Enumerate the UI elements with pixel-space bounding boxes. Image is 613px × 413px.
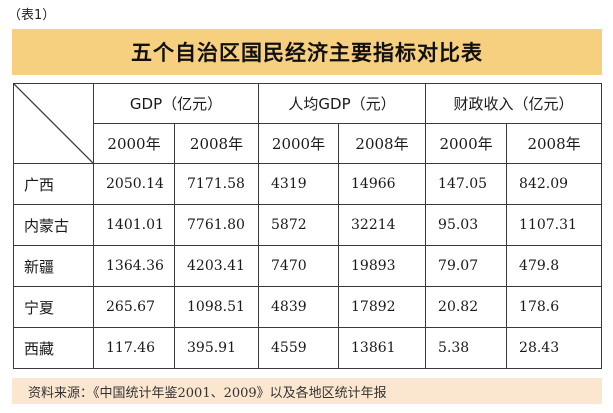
region-name: 内蒙古	[13, 204, 94, 246]
table-cell: 7761.80	[173, 204, 260, 246]
table-cell: 147.05	[425, 163, 508, 205]
table-cell: 117.46	[93, 327, 175, 369]
table-cell: 28.43	[506, 327, 603, 369]
table-row: 内蒙古 1401.01 7761.80 5872 32214 95.03 110…	[13, 204, 603, 246]
corner-diagonal-line	[14, 84, 93, 163]
table-cell: 32214	[338, 204, 427, 246]
table-cell: 79.07	[425, 245, 508, 287]
table-title-bar: 五个自治区国民经济主要指标对比表	[12, 29, 602, 75]
table-cell: 20.82	[425, 286, 508, 328]
group-header-fiscal-revenue: 财政收入（亿元）	[425, 83, 603, 124]
table-cell: 1107.31	[506, 204, 603, 246]
year-header: 2008年	[506, 123, 603, 164]
header-row-groups: GDP（亿元） 人均GDP（元） 财政收入（亿元）	[13, 83, 603, 164]
year-header: 2000年	[425, 123, 508, 164]
year-header: 2000年	[93, 123, 175, 164]
table-cell: 17892	[338, 286, 427, 328]
table-row: 广西 2050.14 7171.58 4319 14966 147.05 842…	[13, 163, 603, 205]
region-name: 广西	[13, 163, 94, 205]
region-name: 新疆	[13, 245, 94, 287]
table-row: 新疆 1364.36 4203.41 7470 19893 79.07 479.…	[13, 245, 603, 287]
table-cell: 265.67	[93, 286, 175, 328]
data-table: GDP（亿元） 人均GDP（元） 财政收入（亿元） 2000年 2008年 20…	[13, 83, 603, 369]
table-cell: 1098.51	[173, 286, 260, 328]
corner-cell	[13, 83, 94, 164]
table-cell: 19893	[338, 245, 427, 287]
table-cell: 4559	[258, 327, 340, 369]
source-note: 资料来源：《中国统计年鉴2001、2009》以及各地区统计年报	[28, 385, 387, 401]
table-cell: 5.38	[425, 327, 508, 369]
table-cell: 1364.36	[93, 245, 175, 287]
region-name: 宁夏	[13, 286, 94, 328]
table-caption: （表1）	[8, 8, 56, 23]
source-note-bar: 资料来源：《中国统计年鉴2001、2009》以及各地区统计年报	[12, 378, 602, 404]
group-header-gdp: GDP（亿元）	[92, 83, 260, 124]
table-cell: 2050.14	[93, 163, 175, 205]
group-header-gdp-per-capita: 人均GDP（元）	[258, 83, 427, 124]
table-cell: 7171.58	[173, 163, 260, 205]
header-row-years: 2000年 2008年 2000年 2008年 2000年 2008年	[14, 123, 603, 164]
table-title: 五个自治区国民经济主要指标对比表	[131, 41, 483, 65]
table-cell: 5872	[258, 204, 340, 246]
region-name: 西藏	[13, 327, 94, 369]
table-cell: 95.03	[425, 204, 508, 246]
table-cell: 1401.01	[93, 204, 175, 246]
table-cell: 13861	[338, 327, 427, 369]
year-header: 2008年	[173, 123, 260, 164]
table-cell: 7470	[258, 245, 340, 287]
table-cell: 14966	[338, 163, 427, 205]
table-cell: 4319	[258, 163, 340, 205]
table-cell: 479.8	[506, 245, 603, 287]
table-cell: 4839	[258, 286, 340, 328]
table-cell: 842.09	[506, 163, 603, 205]
table-cell: 4203.41	[173, 245, 260, 287]
table-row: 西藏 117.46 395.91 4559 13861 5.38 28.43	[13, 327, 603, 369]
year-header: 2000年	[258, 123, 340, 164]
table-cell: 395.91	[173, 327, 260, 369]
year-header: 2008年	[338, 123, 427, 164]
table-cell: 178.6	[506, 286, 603, 328]
table-row: 宁夏 265.67 1098.51 4839 17892 20.82 178.6	[13, 286, 603, 328]
